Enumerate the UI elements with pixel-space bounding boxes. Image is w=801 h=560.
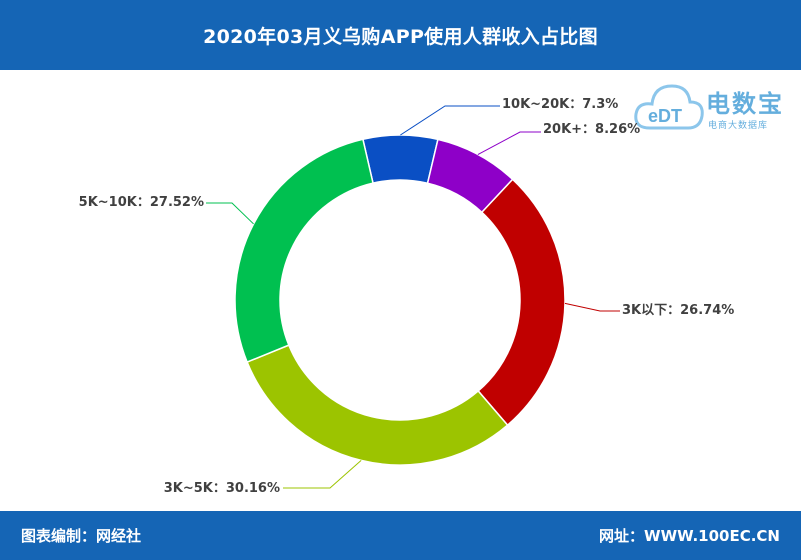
slice-label-0: 10K~20K：7.3% <box>502 97 618 112</box>
cloud-icon: eDT <box>634 84 704 130</box>
footer-source: 图表编制：网经社 <box>21 527 142 545</box>
leader-line-0 <box>400 105 500 136</box>
footer-website: 网址：WWW.100EC.CN <box>599 527 780 545</box>
slice-label-1: 20K+：8.26% <box>543 122 640 137</box>
donut-slice-0 <box>361 134 439 185</box>
slice-label-4: 5K~10K：27.52% <box>79 195 204 210</box>
leader-line-4 <box>206 202 254 225</box>
chart-title: 2020年03月义乌购APP使用人群收入占比图 <box>203 25 598 48</box>
watermark-title: 电数宝 <box>706 90 784 118</box>
watermark-logo-text: eDT <box>648 106 682 126</box>
slice-label-3: 3K~5K：30.16% <box>164 481 280 496</box>
watermark-subtitle: 电商大数据库 <box>708 121 769 131</box>
donut-slice-4 <box>234 138 374 364</box>
donut-slice-2 <box>477 178 566 427</box>
chart-header: 2020年03月义乌购APP使用人群收入占比图 <box>0 0 801 70</box>
chart-footer: 图表编制：网经社 网址：WWW.100EC.CN <box>0 511 801 560</box>
slice-label-2: 3K以下：26.74% <box>622 303 734 318</box>
leader-line-2 <box>564 302 620 312</box>
donut-chart: 10K~20K：7.3% 20K+：8.26% 3K以下：26.74% 3K~5K：3… <box>79 97 735 496</box>
leader-line-3 <box>283 459 362 489</box>
leader-line-1 <box>477 131 541 155</box>
watermark-logo: eDT 电数宝 电商大数据库 <box>628 72 798 138</box>
donut-slice-3 <box>246 344 509 466</box>
